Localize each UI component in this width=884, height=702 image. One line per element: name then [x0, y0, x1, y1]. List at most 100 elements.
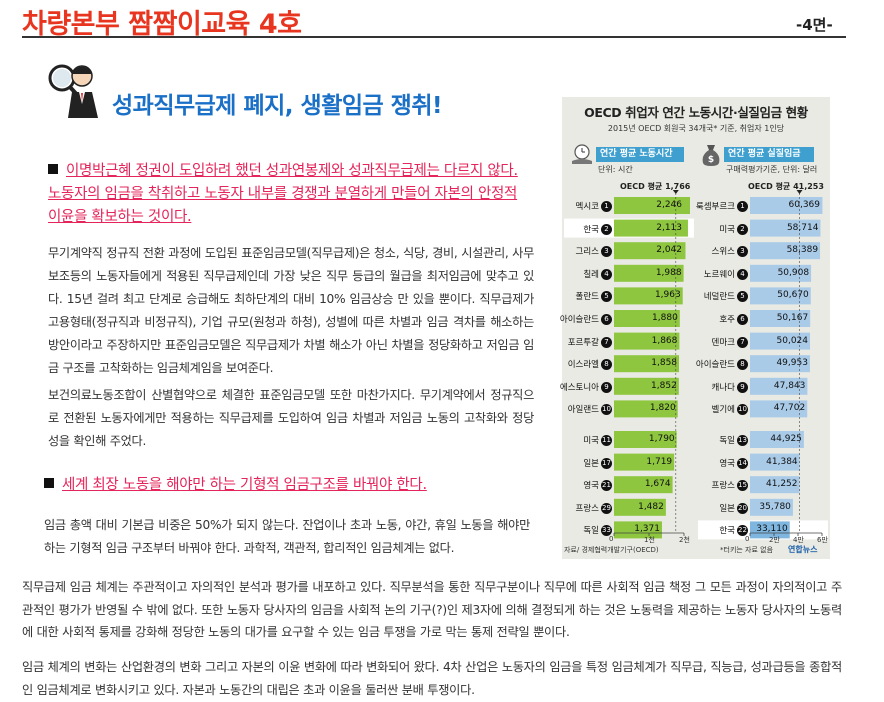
row-label-hours-6: 포르투갈 7 [568, 336, 612, 348]
header-divider [22, 36, 846, 38]
chart-footnote: *터키는 자료 없음 [720, 546, 774, 554]
row-label-wage-2: 스위스 3 [712, 245, 748, 258]
country-name: 에스토니아 [559, 382, 599, 393]
row-label-wage-3: 노르웨이 4 [704, 268, 748, 280]
highlight-block-1: 이명박근혜 정권이 도입하려 했던 성과연봉제와 성과직무급제는 다르지 않다.… [48, 160, 534, 229]
bar-value-hours-12: 1,674 [644, 479, 671, 490]
bar-hours-10 [614, 431, 677, 448]
row-label-hours-12: 영국 21 [583, 479, 612, 492]
bar-value-wage-14: 33,110 [756, 524, 788, 535]
row-label-wage-12: 프랑스 15 [711, 479, 748, 492]
row-label-wage-14: 한국 22 [719, 524, 748, 537]
rank-badge: 6 [737, 314, 748, 325]
bar-value-wage-11: 41,384 [766, 456, 798, 467]
panel-hours-unit: 단위: 시간 [598, 165, 633, 174]
country-name: 한국 [719, 526, 735, 537]
main-title: 성과직무급제 폐지, 생활임금 쟁취! [112, 93, 443, 119]
country-name: 덴마크 [711, 337, 735, 348]
bar-wage-14 [750, 521, 790, 539]
row-label-wage-8: 캐나다 9 [712, 381, 748, 393]
row-label-wage-4: 네덜란드 5 [703, 290, 748, 303]
country-name: 미국 [583, 436, 599, 446]
rank-badge: 9 [601, 381, 612, 393]
tick-label-hours-2: 2천 [679, 536, 690, 544]
row-label-wage-13: 일본 20 [719, 502, 748, 514]
rank-badge: 14 [737, 457, 748, 469]
bar-wage-11 [750, 453, 800, 471]
country-name: 벨기에 [711, 405, 735, 416]
row-label-wage-6: 덴마크 7 [712, 336, 748, 348]
country-name: 캐나다 [711, 382, 735, 393]
average-marker-hours [672, 190, 679, 194]
tick-label-hours-1: 1천 [644, 536, 655, 544]
row-label-hours-8: 에스토니아 9 [560, 381, 612, 393]
bar-wage-8 [750, 377, 808, 395]
country-name: 영국 [583, 481, 599, 492]
rank-badge: 5 [601, 291, 612, 303]
bar-hours-6 [614, 332, 680, 350]
rank-badge: 7 [601, 336, 612, 348]
bar-value-wage-4: 50,670 [777, 290, 809, 301]
panel-hours-label: 연간 평균 노동시간 [596, 147, 684, 162]
row-label-wage-10: 독일 13 [719, 434, 748, 446]
country-name: 영국 [719, 458, 735, 469]
rank-badge: 33 [601, 525, 612, 537]
square-bullet-icon [48, 163, 58, 174]
tick-label-wage-2: 4만 [793, 536, 804, 544]
bar-value-wage-2: 58,389 [786, 245, 819, 256]
bar-value-wage-5: 50,167 [776, 313, 809, 323]
rank-badge: 22 [737, 525, 748, 537]
bar-hours-11 [614, 453, 675, 471]
country-name: 그리스 [575, 247, 599, 258]
highlight-text-1: 이명박근혜 정권이 도입하려 했던 성과연봉제와 성과직무급제는 다르지 않다.… [48, 163, 518, 225]
row-label-wage-7: 아이슬란드 8 [696, 358, 748, 371]
bar-hours-4 [614, 287, 683, 305]
highlight-text-2: 세계 최장 노동을 해야만 하는 기형적 임금구조를 바꿔야 한다. [62, 477, 427, 493]
rank-badge: 8 [737, 359, 748, 371]
bar-wage-5 [750, 310, 811, 327]
row-label-hours-10: 미국 11 [583, 434, 612, 446]
rank-badge: 20 [737, 502, 748, 514]
country-name: 독일 [719, 436, 735, 446]
bar-wage-10 [750, 431, 804, 448]
money-bag-icon: $ [702, 145, 720, 166]
bar-value-hours-3: 1,988 [655, 267, 682, 278]
bar-hours-0 [614, 197, 690, 214]
square-bullet-icon [44, 477, 54, 488]
country-name: 이스라엘 [567, 360, 599, 371]
rank-badge: 6 [601, 314, 612, 325]
newsletter-title: 차량본부 짬짬이교육 4호 [22, 9, 302, 40]
bar-value-hours-7: 1,858 [651, 358, 678, 369]
rank-badge: 10 [601, 404, 612, 416]
clock-hand-icon [572, 144, 592, 164]
rank-badge: 9 [737, 381, 748, 393]
bar-hours-2 [614, 242, 686, 260]
bar-value-wage-13: 35,780 [759, 501, 791, 512]
country-name: 룩셈부르크 [695, 202, 735, 212]
country-name: 프랑스 [711, 481, 735, 492]
bar-hours-14 [614, 521, 662, 539]
chart-title: OECD 취업자 연간 노동시간·실질임금 현황 [584, 105, 808, 120]
row-label-wage-9: 벨기에 10 [711, 403, 748, 416]
country-name: 노르웨이 [703, 269, 735, 280]
tick-label-wage-0: 0 [745, 535, 750, 543]
paragraph-4: 직무급제 임금 체계는 주관적이고 자의적인 분석과 평가를 내포하고 있다. … [22, 580, 842, 639]
bar-value-wage-6: 50,024 [776, 335, 809, 346]
panel-wage-unit: 구매력평가기준, 단위: 달러 [726, 165, 818, 174]
bar-value-wage-12: 41,252 [766, 479, 798, 490]
bar-value-hours-0: 2,246 [656, 200, 682, 210]
paragraph-1: 무기계약직 정규직 전환 과정에 도입된 표준임금모델(직무급제)은 청소, 식… [48, 246, 534, 375]
bar-wage-0 [750, 197, 823, 214]
bar-wage-12 [750, 476, 800, 494]
bar-value-hours-4: 1,963 [654, 290, 681, 301]
rank-badge: 3 [601, 246, 612, 258]
country-name: 한국 [583, 224, 599, 235]
country-name: 네덜란드 [703, 292, 735, 303]
svg-text:$: $ [708, 155, 714, 165]
tick-label-hours-0: 0 [609, 535, 614, 543]
rank-badge: 2 [737, 223, 748, 235]
rank-badge: 15 [737, 480, 748, 492]
bar-value-wage-1: 58,714 [786, 222, 819, 233]
bar-chart [564, 190, 828, 540]
rank-badge: 17 [601, 457, 612, 469]
